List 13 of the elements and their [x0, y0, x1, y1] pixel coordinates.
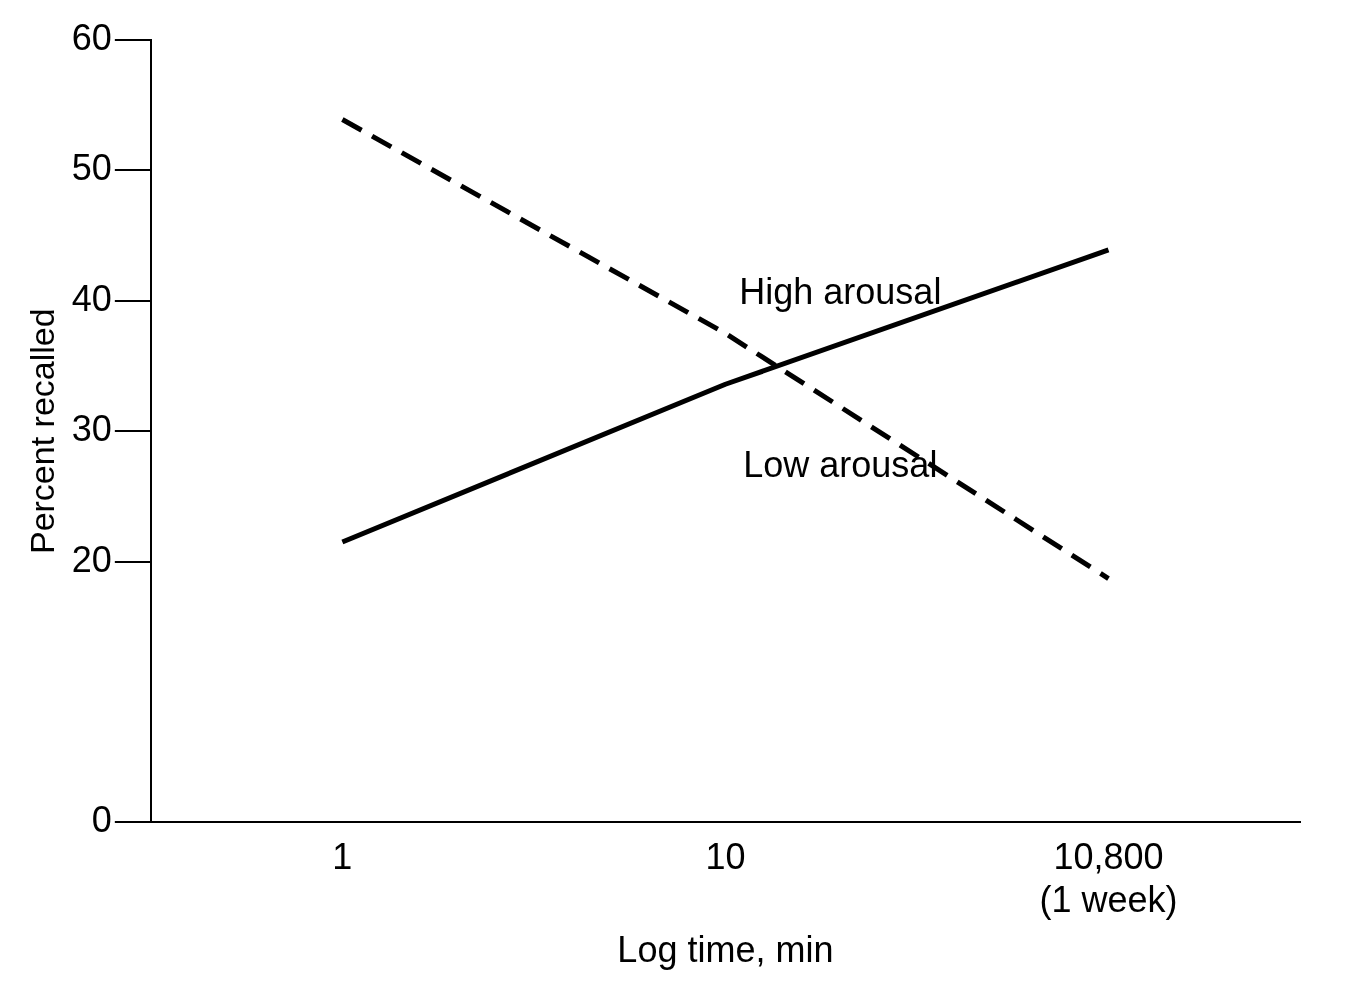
y-tick-label: 60: [71, 16, 112, 58]
x-tick-label: 10,800 (1 week): [1039, 835, 1178, 921]
y-axis-title: Percent recalled: [22, 308, 61, 555]
series-label: High arousal: [739, 270, 942, 312]
series-label: Low arousal: [743, 443, 938, 485]
x-tick-label: 10: [705, 835, 746, 877]
y-tick-label: 50: [71, 147, 112, 189]
y-tick-label: 20: [71, 538, 112, 580]
y-tick-label: 40: [71, 277, 112, 319]
y-tick-label: 0: [91, 799, 112, 841]
x-tick-label: 1: [332, 835, 353, 877]
x-axis-title: Log time, min: [617, 929, 834, 971]
y-tick-label: 30: [71, 408, 112, 450]
